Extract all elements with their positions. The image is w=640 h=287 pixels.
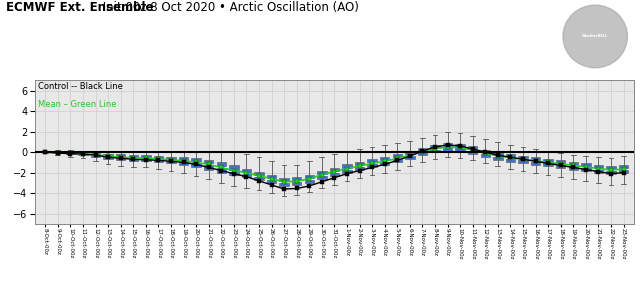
Bar [468, 146, 477, 154]
Bar [531, 157, 540, 165]
Text: Init 00z 8 Oct 2020 • Arctic Oscillation (AO): Init 00z 8 Oct 2020 • Arctic Oscillation… [99, 1, 359, 14]
Text: WeatherBELL: WeatherBELL [582, 34, 609, 38]
Bar [430, 145, 440, 152]
Bar [606, 166, 616, 174]
Text: Control -- Black Line: Control -- Black Line [38, 82, 123, 91]
Bar [267, 175, 276, 183]
Bar [443, 144, 452, 151]
Bar [581, 163, 591, 171]
Bar [141, 155, 150, 161]
Bar [317, 171, 326, 179]
Bar [330, 168, 339, 176]
Bar [204, 160, 213, 170]
Bar [292, 177, 301, 185]
Bar [179, 157, 188, 165]
Bar [619, 165, 628, 173]
Bar [166, 157, 176, 163]
Circle shape [563, 5, 627, 68]
Bar [543, 159, 553, 166]
Bar [481, 150, 490, 157]
Bar [154, 156, 163, 162]
Bar [104, 154, 113, 159]
Bar [116, 154, 125, 160]
Bar [254, 172, 264, 180]
Bar [568, 162, 578, 170]
Bar [191, 158, 201, 168]
Bar [392, 154, 402, 162]
Bar [367, 159, 377, 168]
Bar [405, 151, 415, 159]
Bar [129, 155, 138, 161]
Bar [216, 162, 226, 172]
Bar [456, 144, 465, 152]
Bar [305, 175, 314, 183]
Bar [594, 165, 603, 172]
Bar [556, 160, 565, 168]
Bar [91, 153, 100, 157]
Bar [280, 178, 289, 186]
Bar [229, 165, 239, 175]
Text: Mean – Green Line: Mean – Green Line [38, 100, 116, 109]
Bar [53, 152, 63, 153]
Bar [380, 157, 389, 165]
Bar [506, 154, 515, 162]
Bar [518, 156, 528, 163]
Bar [493, 152, 502, 160]
Bar [418, 148, 427, 155]
Bar [342, 164, 352, 172]
Bar [78, 153, 88, 155]
Bar [242, 168, 251, 177]
Bar [66, 152, 75, 154]
Text: ECMWF Ext. Ensemble: ECMWF Ext. Ensemble [6, 1, 154, 14]
Bar [355, 162, 364, 170]
